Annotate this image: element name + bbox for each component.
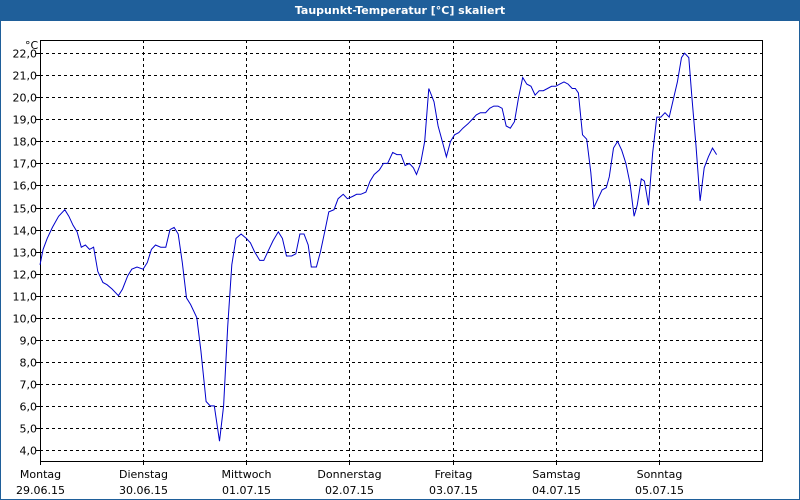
x-tick-label-date: 29.06.15 bbox=[16, 484, 65, 497]
y-tick-label: 20,0 bbox=[13, 92, 38, 105]
x-tick-label-day: Mittwoch bbox=[222, 468, 272, 481]
x-tick-label-day: Sonntag bbox=[637, 468, 683, 481]
y-tick-label: 10,0 bbox=[13, 313, 38, 326]
x-tick-label-date: 02.07.15 bbox=[325, 484, 374, 497]
x-axis-ticks: Montag 29.06.15 Dienstag 30.06.15 Mittwoch 01… bbox=[16, 461, 684, 497]
x-tick-label-date: 03.07.15 bbox=[429, 484, 478, 497]
series-line-dewpoint bbox=[39, 52, 718, 442]
y-tick-label: 19,0 bbox=[13, 114, 38, 127]
grid-layer bbox=[40, 40, 762, 461]
x-tick-label-date: 30.06.15 bbox=[119, 484, 168, 497]
y-tick-label: 17,0 bbox=[13, 158, 38, 171]
y-tick-label: 15,0 bbox=[13, 203, 38, 216]
x-tick-label-date: 01.07.15 bbox=[222, 484, 271, 497]
x-tick-label-date: 05.07.15 bbox=[635, 484, 684, 497]
x-tick-label-day: Dienstag bbox=[119, 468, 168, 481]
y-tick-label: 14,0 bbox=[13, 225, 38, 238]
x-tick-label-day: Samstag bbox=[532, 468, 580, 481]
y-tick-label: 4,0 bbox=[20, 445, 38, 458]
y-axis-unit-label: °C bbox=[25, 39, 39, 52]
y-tick-label: 8,0 bbox=[20, 357, 38, 370]
y-tick-label: 18,0 bbox=[13, 136, 38, 149]
y-tick-label: 6,0 bbox=[20, 401, 38, 414]
plot-area bbox=[40, 40, 763, 462]
y-axis-ticks: 4,0 5,0 6,0 7,0 8,0 9,0 10,0 11,0 12,0 13,0 14,0 15… bbox=[13, 48, 40, 458]
chart-title: Taupunkt-Temperatur [°C] skaliert bbox=[1, 1, 799, 21]
y-tick-label: 22,0 bbox=[13, 48, 38, 61]
y-tick-label: 9,0 bbox=[20, 335, 38, 348]
x-tick-label-day: Montag bbox=[20, 468, 61, 481]
y-tick-label: 12,0 bbox=[13, 269, 38, 282]
y-tick-label: 13,0 bbox=[13, 247, 38, 260]
x-tick-label-day: Donnerstag bbox=[317, 468, 381, 481]
x-tick-label-date: 04.07.15 bbox=[532, 484, 581, 497]
y-tick-label: 5,0 bbox=[20, 423, 38, 436]
y-tick-label: 16,0 bbox=[13, 180, 38, 193]
y-tick-label: 7,0 bbox=[20, 379, 38, 392]
y-tick-label: 21,0 bbox=[13, 70, 38, 83]
y-tick-label: 11,0 bbox=[13, 291, 38, 304]
x-tick-label-day: Freitag bbox=[435, 468, 473, 481]
